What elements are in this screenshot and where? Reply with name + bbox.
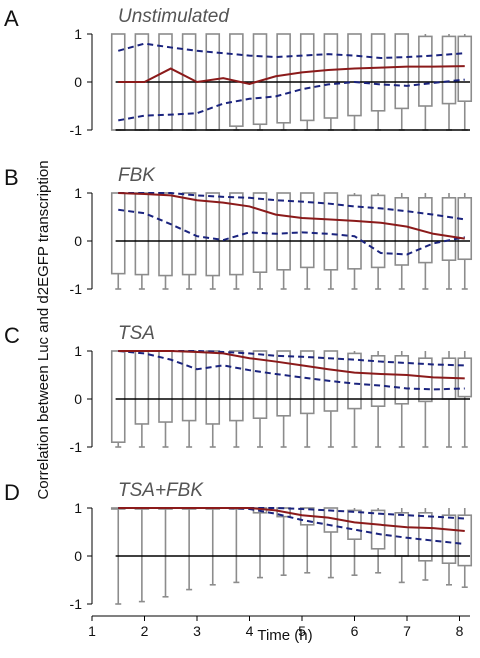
upper-quantile-line <box>118 350 465 367</box>
box <box>134 350 150 425</box>
x-tick-label: 4 <box>246 623 254 639</box>
box <box>323 192 339 271</box>
panel-d: D TSA+FBK -1 0 1 1 2 3 4 5 6 7 8 <box>4 480 473 639</box>
box <box>441 35 457 105</box>
x-tick-label: 7 <box>403 623 411 639</box>
median-line <box>118 350 465 380</box>
y-tick-label: 0 <box>74 548 82 564</box>
upper-quantile-line <box>118 507 465 520</box>
median-line <box>118 192 465 240</box>
x-tick-label: 6 <box>351 623 359 639</box>
median-line <box>118 65 465 85</box>
x-tick-label: 5 <box>298 623 306 639</box>
box <box>370 354 386 407</box>
box <box>276 33 291 124</box>
panel-letter: A <box>4 6 19 31</box>
y-tick-label: 0 <box>74 74 82 90</box>
box <box>181 350 197 422</box>
y-tick-label: -1 <box>70 122 83 138</box>
box <box>457 35 473 103</box>
panel-letter: D <box>4 480 20 505</box>
box <box>347 509 362 540</box>
panels: A Unstimulated -1 0 1 B FBK -1 0 1 C TSA -1 0 1 D TSA+FB… <box>4 6 473 639</box>
median-line <box>118 507 465 533</box>
box <box>370 33 386 112</box>
box <box>229 350 244 422</box>
y-tick-label: 0 <box>74 391 82 407</box>
y-tick-label: 1 <box>74 343 82 359</box>
box <box>370 194 386 269</box>
box <box>252 350 268 419</box>
x-tick-label: 2 <box>141 623 149 639</box>
y-axis-label: Correlation between Luc and d2EGFP trans… <box>35 160 52 499</box>
x-tick-label: 3 <box>193 623 201 639</box>
panel-title: TSA <box>118 323 155 344</box>
box <box>457 197 473 261</box>
box <box>299 350 315 415</box>
lower-quantile-line <box>118 208 465 256</box>
y-tick-label: 0 <box>74 233 82 249</box>
box <box>276 192 291 271</box>
box <box>181 192 197 276</box>
box <box>394 511 410 557</box>
x-tick-label: 8 <box>456 623 464 639</box>
box <box>441 514 457 565</box>
box <box>205 350 221 425</box>
box <box>418 35 433 107</box>
panel-a: A Unstimulated -1 0 1 <box>4 6 473 138</box>
lower-quantile-line <box>118 78 465 122</box>
box <box>323 507 339 533</box>
box <box>347 194 362 270</box>
y-tick-label: 1 <box>74 185 82 201</box>
box <box>158 350 173 423</box>
panel-b: B FBK -1 0 1 <box>4 165 473 297</box>
lower-quantile-line <box>118 350 465 391</box>
y-tick-label: -1 <box>70 439 83 455</box>
panel-title: Unstimulated <box>118 6 230 27</box>
box <box>205 192 221 277</box>
y-tick-label: -1 <box>70 281 83 297</box>
box <box>418 357 433 403</box>
box <box>110 350 126 443</box>
upper-quantile-line <box>117 42 465 60</box>
x-tick-label: 1 <box>88 623 96 639</box>
panel-title: TSA+FBK <box>118 480 204 501</box>
y-tick-label: -1 <box>70 596 83 612</box>
panel-letter: B <box>4 165 19 190</box>
y-tick-label: 1 <box>74 26 82 42</box>
box <box>158 192 173 277</box>
box <box>134 192 150 276</box>
panel-title: FBK <box>118 165 156 186</box>
panel-letter: C <box>4 323 20 348</box>
box <box>347 352 362 410</box>
box <box>370 509 386 550</box>
box <box>394 354 410 405</box>
box <box>323 33 339 119</box>
box <box>276 350 291 417</box>
panel-c: C TSA -1 0 1 <box>4 323 473 455</box>
box <box>457 514 473 567</box>
box <box>394 197 410 266</box>
box <box>394 33 410 110</box>
box <box>347 33 362 117</box>
box <box>441 197 457 262</box>
box <box>418 511 433 562</box>
box <box>299 33 315 122</box>
box <box>110 192 126 275</box>
x-axis-label: Time (h) <box>257 627 312 644</box>
lower-quantile-line <box>118 507 465 545</box>
box <box>299 192 315 269</box>
upper-quantile-line <box>118 192 465 221</box>
y-tick-label: 1 <box>74 500 82 516</box>
